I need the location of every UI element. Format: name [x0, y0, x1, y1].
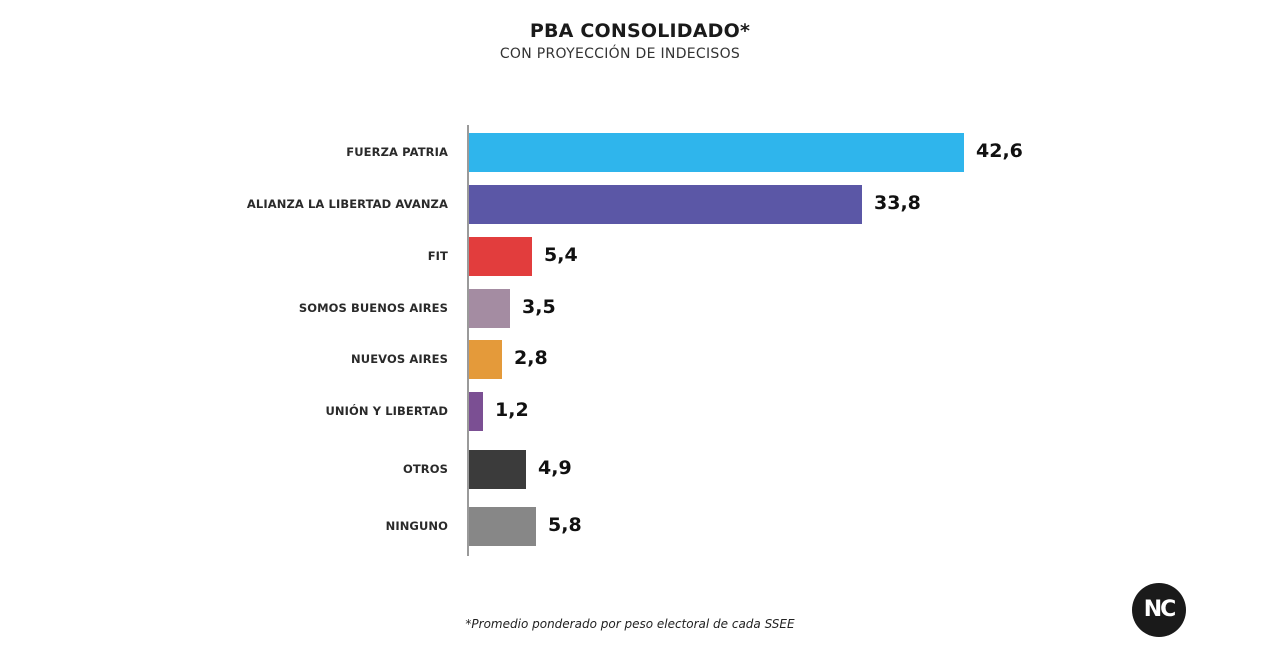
category-label: NINGUNO [385, 519, 448, 533]
value-label: 4,9 [538, 457, 572, 479]
chart-subtitle: CON PROYECCIÓN DE INDECISOS [499, 46, 741, 62]
bar [469, 507, 536, 546]
value-label: 3,5 [522, 296, 556, 318]
value-label: 5,4 [544, 244, 578, 266]
value-label: 2,8 [514, 347, 548, 369]
bar-row: OTROS 4,9 [0, 450, 1280, 489]
bar [469, 133, 964, 172]
nc-logo-icon: NC [1132, 583, 1186, 637]
value-label: 1,2 [495, 399, 529, 421]
category-label: NUEVOS AIRES [351, 352, 448, 366]
bar [469, 392, 483, 431]
chart-title: PBA CONSOLIDADO* [529, 20, 751, 42]
bar-row: SOMOS BUENOS AIRES 3,5 [0, 289, 1280, 328]
bar-row: NINGUNO 5,8 [0, 507, 1280, 546]
category-label: UNIÓN Y LIBERTAD [325, 404, 448, 418]
bar-row: FIT 5,4 [0, 237, 1280, 276]
bar-row: UNIÓN Y LIBERTAD 1,2 [0, 392, 1280, 431]
bar [469, 237, 532, 276]
bar [469, 340, 502, 379]
value-label: 5,8 [548, 514, 582, 536]
y-axis-line [467, 125, 469, 556]
bar-row: NUEVOS AIRES 2,8 [0, 340, 1280, 379]
value-label: 42,6 [976, 140, 1023, 162]
category-label: SOMOS BUENOS AIRES [298, 301, 448, 315]
value-label: 33,8 [874, 192, 921, 214]
footnote: *Promedio ponderado por peso electoral d… [465, 617, 795, 631]
bar [469, 185, 862, 224]
category-label: FUERZA PATRIA [346, 145, 448, 159]
bar [469, 450, 526, 489]
bar-row: ALIANZA LA LIBERTAD AVANZA 33,8 [0, 185, 1280, 224]
bar [469, 289, 510, 328]
category-label: FIT [427, 249, 448, 263]
bar-row: FUERZA PATRIA 42,6 [0, 133, 1280, 172]
category-label: ALIANZA LA LIBERTAD AVANZA [246, 197, 448, 211]
category-label: OTROS [402, 462, 448, 476]
